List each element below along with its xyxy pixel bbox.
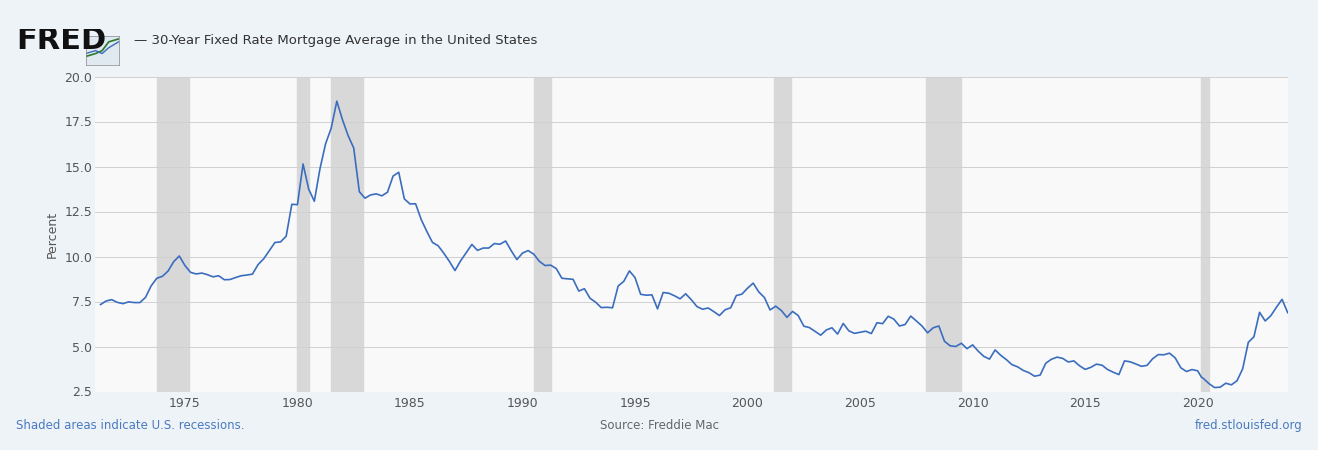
Bar <box>1202 76 1209 392</box>
Text: — 30-Year Fixed Rate Mortgage Average in the United States: — 30-Year Fixed Rate Mortgage Average in… <box>134 34 538 47</box>
Text: FRED: FRED <box>16 26 105 55</box>
Text: Shaded areas indicate U.S. recessions.: Shaded areas indicate U.S. recessions. <box>16 419 244 432</box>
Bar <box>331 76 364 392</box>
Bar <box>157 76 188 392</box>
Y-axis label: Percent: Percent <box>46 211 59 257</box>
Text: fred.stlouisfed.org: fred.stlouisfed.org <box>1194 419 1302 432</box>
Bar <box>925 76 961 392</box>
Bar <box>298 76 308 392</box>
Bar <box>534 76 551 392</box>
Text: Source: Freddie Mac: Source: Freddie Mac <box>600 419 718 432</box>
Bar <box>774 76 791 392</box>
